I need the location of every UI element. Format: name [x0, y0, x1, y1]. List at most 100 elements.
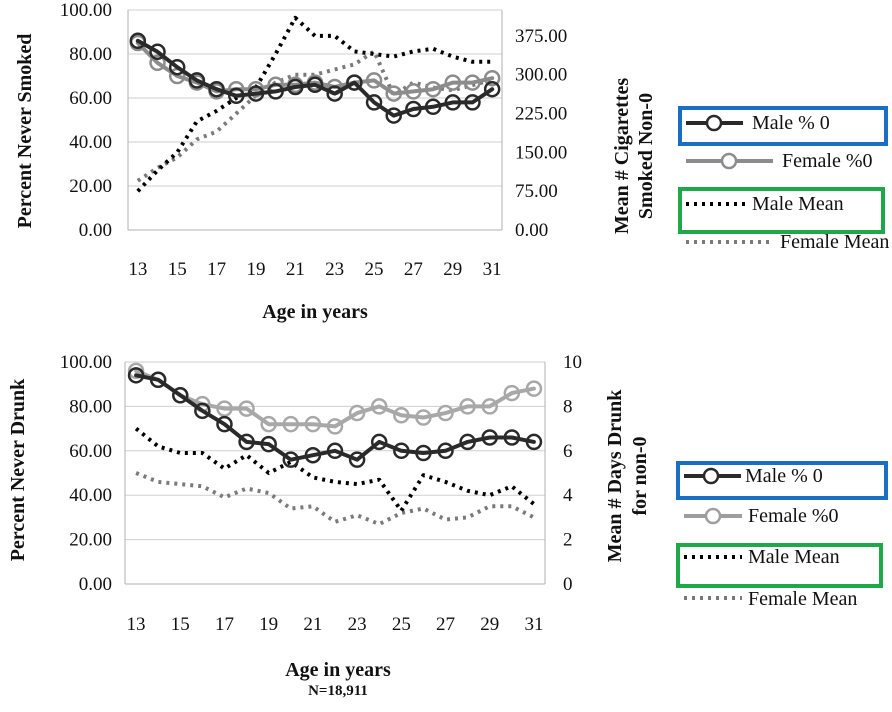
y2-tick-label: 75.00	[515, 181, 558, 202]
x-tick-label: 25	[365, 259, 384, 280]
data-point-male-pct	[149, 371, 167, 389]
data-point-male-pct	[260, 435, 277, 453]
data-point-male-pct	[481, 429, 498, 446]
x-tick-label: 31	[483, 259, 502, 280]
series-line-female-mean	[135, 471, 535, 527]
data-point-female-pct	[393, 407, 410, 424]
data-point-male-pct	[503, 429, 521, 446]
data-point-female-pct	[483, 69, 501, 87]
chart-drinking-y2-title-line2: for non-0	[629, 436, 651, 515]
y-tick-label: 60.00	[69, 441, 112, 462]
x-tick-label: 23	[325, 259, 344, 280]
chart-drinking-x-title: Age in years	[285, 659, 391, 681]
chart-smoking-y-title: Percent Never Smoked	[14, 34, 36, 229]
x-tick-label: 27	[436, 614, 455, 635]
legend-marker-male-pct	[702, 467, 720, 485]
x-tick-label: 13	[127, 614, 146, 635]
data-point-male-pct	[365, 94, 383, 111]
y2-tick-label: 150.00	[515, 142, 567, 163]
series-line-female-pct	[135, 41, 495, 96]
x-tick-label: 23	[348, 614, 367, 635]
data-point-male-pct	[287, 78, 304, 96]
legend-label-female-pct: Female %0	[748, 505, 839, 527]
y-tick-label: 80.00	[69, 396, 112, 417]
data-point-male-pct	[393, 442, 410, 460]
y2-tick-label: 375.00	[515, 26, 567, 47]
y2-tick-label: 8	[563, 396, 573, 417]
y-tick-label: 0.00	[79, 574, 112, 595]
legend-highlight-green	[676, 543, 883, 588]
y2-tick-label: 4	[563, 485, 573, 506]
y2-tick-label: 6	[563, 441, 573, 462]
legend-highlight-green	[678, 187, 885, 234]
chart-drinking-y2-title-line1: Mean # Days Drunk	[604, 389, 626, 563]
data-point-female-pct	[216, 400, 233, 417]
chart-drinking-series	[127, 362, 543, 527]
data-point-male-pct	[216, 415, 233, 433]
data-point-male-pct	[267, 83, 284, 100]
x-tick-label: 21	[286, 259, 305, 280]
y2-tick-label: 225.00	[515, 104, 567, 125]
x-tick-label: 15	[171, 614, 190, 635]
x-tick-label: 29	[480, 614, 499, 635]
data-point-male-pct	[459, 433, 476, 451]
data-point-female-pct	[459, 398, 476, 415]
legend-marker-female-pct	[704, 507, 722, 525]
chart-drinking-legend: Male % 0 Female %0 Male Mean Female Mean	[676, 461, 888, 610]
legend-label-female-mean: Female Mean	[748, 588, 857, 610]
y-tick-label: 40.00	[69, 485, 112, 506]
x-tick-label: 15	[168, 259, 187, 280]
data-point-male-pct	[424, 98, 442, 116]
data-point-female-pct	[247, 80, 265, 98]
series-line-female-pct	[134, 368, 536, 429]
chart-smoking-x-title: Age in years	[262, 301, 368, 323]
chart-smoking-y2-title-line1: Mean # Cigarettes	[611, 78, 633, 234]
data-point-male-pct	[304, 446, 322, 464]
data-point-male-pct	[326, 85, 343, 102]
chart-smoking: 0.00 20.00 40.00 60.00 80.00 100.00 0.00 75.00…	[14, 0, 889, 323]
chart-drinking-left-ticks: 0.00 20.00 40.00 60.00 80.00 100.00	[60, 352, 112, 595]
y-tick-label: 20.00	[69, 530, 112, 551]
x-tick-label: 19	[259, 614, 278, 635]
data-point-male-pct	[168, 58, 186, 76]
chart-smoking-x-ticks: 13 15 17 19 21 23 25 27 29 31	[128, 259, 501, 280]
data-point-female-pct	[415, 409, 432, 426]
data-point-female-pct	[444, 74, 462, 91]
data-point-male-pct	[149, 43, 166, 61]
data-point-male-pct	[172, 387, 189, 404]
chart-drinking: 0.00 20.00 40.00 60.00 80.00 100.00 0 2 4 6 8 10 1…	[7, 352, 888, 699]
y2-tick-label: 0	[563, 574, 573, 595]
data-point-male-pct	[127, 367, 145, 384]
chart-drinking-x-ticks: 13 15 17 19 21 23 25 27 29 31	[127, 614, 544, 635]
x-tick-label: 19	[246, 259, 265, 280]
y2-tick-label: 2	[563, 530, 573, 551]
data-point-female-pct	[370, 398, 388, 415]
x-tick-label: 27	[404, 259, 423, 280]
chart-drinking-right-ticks: 0 2 4 6 8 10	[563, 352, 582, 595]
data-point-female-pct	[127, 362, 145, 380]
legend-label-female-pct: Female %0	[782, 150, 873, 172]
series-line-male-mean	[134, 427, 536, 513]
data-point-male-pct	[326, 442, 344, 460]
chart-smoking-legend: Male % 0 Female %0 Male Mean Female Mean	[678, 106, 889, 253]
data-point-female-pct	[365, 72, 383, 89]
y-tick-label: 40.00	[69, 132, 112, 153]
data-point-male-pct	[437, 442, 454, 460]
series-line-male-pct	[135, 38, 495, 118]
data-point-male-pct	[405, 100, 422, 118]
legend-label-male-mean: Male Mean	[752, 193, 844, 215]
chart-smoking-gridlines	[127, 9, 503, 231]
data-point-male-pct	[525, 433, 543, 451]
data-point-female-pct	[424, 80, 442, 98]
data-point-male-pct	[483, 80, 501, 98]
series-line-male-pct	[134, 373, 536, 462]
data-point-female-pct	[326, 418, 344, 435]
data-point-male-pct	[464, 94, 481, 111]
legend-label-male-pct: Male % 0	[752, 112, 830, 134]
data-point-female-pct	[260, 415, 277, 433]
data-point-female-pct	[149, 54, 166, 72]
data-point-male-pct	[306, 76, 324, 94]
x-tick-label: 31	[524, 614, 543, 635]
y-tick-label: 20.00	[69, 176, 112, 197]
